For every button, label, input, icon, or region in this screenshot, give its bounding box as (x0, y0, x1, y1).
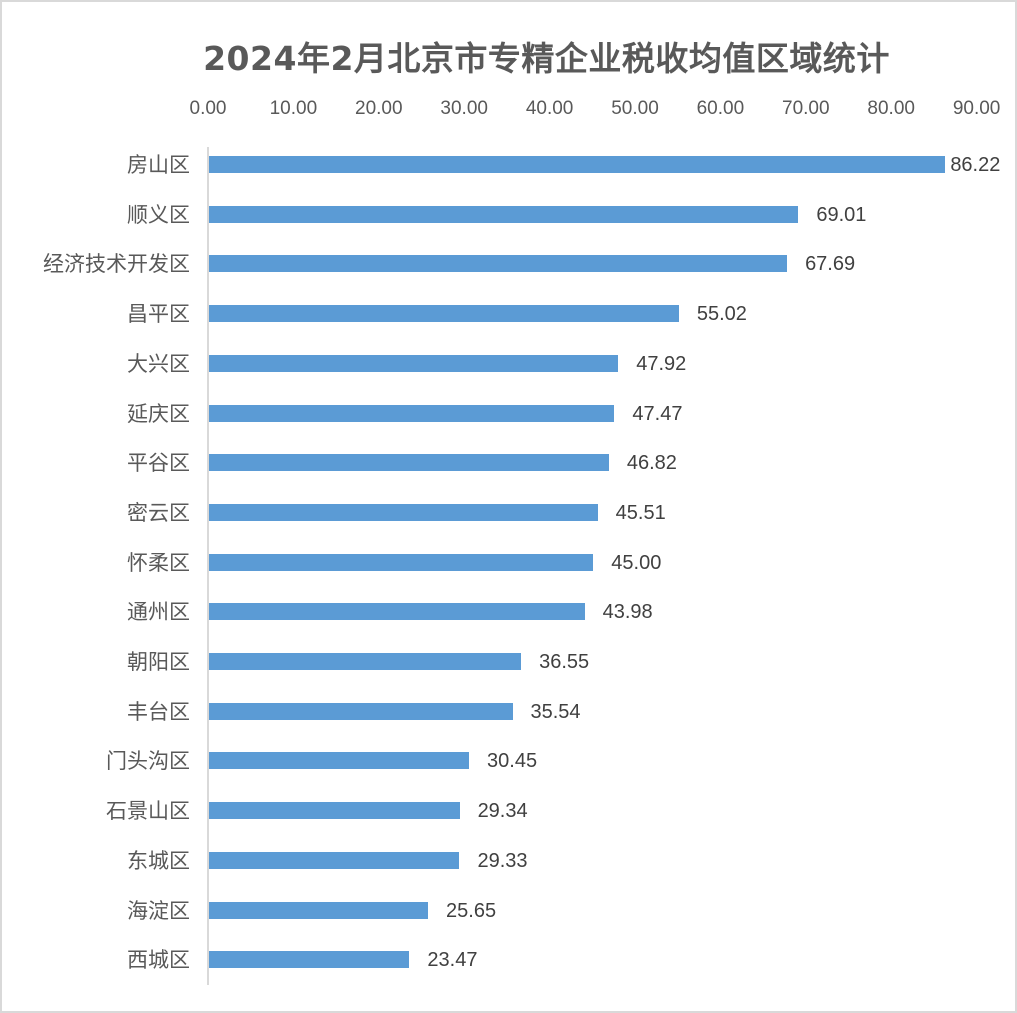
bar-row: 顺义区 69.01 (2, 200, 1017, 230)
category-label: 顺义区 (127, 202, 190, 227)
bar (209, 454, 609, 472)
bar (209, 851, 460, 869)
bar (209, 553, 594, 571)
value-label: 47.47 (632, 402, 683, 425)
value-label: 43.98 (602, 601, 653, 624)
bar (209, 752, 470, 770)
bar-row: 海淀区 25.65 (2, 896, 1017, 926)
value-label: 55.02 (696, 303, 747, 326)
bar-row: 西城区 23.47 (2, 945, 1017, 975)
bar-row: 怀柔区 45.00 (2, 548, 1017, 578)
x-tick-label: 30.00 (440, 98, 488, 119)
x-tick-label: 40.00 (525, 98, 574, 119)
x-tick-label: 70.00 (782, 98, 830, 119)
bar (209, 305, 679, 323)
bar-row: 昌平区 55.02 (2, 299, 1017, 329)
value-label: 47.92 (636, 352, 687, 375)
category-label: 经济技术开发区 (43, 252, 190, 277)
bar (209, 653, 522, 670)
category-label: 东城区 (127, 848, 190, 873)
value-label: 45.51 (615, 501, 666, 524)
value-label: 23.47 (427, 949, 478, 972)
category-label: 延庆区 (127, 401, 190, 426)
category-label: 平谷区 (127, 451, 190, 476)
bar (209, 603, 585, 621)
category-label: 石景山区 (106, 799, 190, 824)
x-tick-label: 0.00 (189, 98, 227, 119)
bar-row: 通州区 43.98 (2, 597, 1017, 627)
bar (209, 255, 788, 273)
bar-row: 房山区 86.22 (2, 150, 1017, 180)
category-label: 朝阳区 (127, 650, 190, 674)
bar-row: 石景山区 29.34 (2, 796, 1017, 826)
bar-row: 经济技术开发区 67.69 (2, 249, 1017, 279)
bar-row: 门头沟区 30.45 (2, 746, 1017, 776)
bar-row: 延庆区 47.47 (2, 399, 1017, 429)
bar-row: 大兴区 47.92 (2, 349, 1017, 379)
bar (209, 901, 429, 919)
x-tick-label: 60.00 (696, 98, 745, 119)
category-label: 密云区 (127, 500, 190, 525)
bar (209, 503, 598, 521)
bar (209, 802, 460, 820)
bar (209, 354, 619, 372)
category-label: 大兴区 (127, 351, 190, 376)
value-label: 29.33 (477, 849, 528, 872)
value-label: 46.82 (626, 452, 677, 475)
bar (209, 951, 410, 969)
bar-row: 朝阳区 36.55 (2, 647, 1017, 677)
bar-row: 东城区 29.33 (2, 846, 1017, 876)
value-label: 29.34 (477, 800, 528, 823)
x-tick-label: 80.00 (867, 98, 915, 119)
bar (209, 404, 615, 422)
category-label: 房山区 (127, 153, 190, 177)
y-axis-line (207, 147, 209, 985)
value-label: 69.01 (816, 203, 867, 226)
value-label: 45.00 (611, 551, 662, 574)
category-label: 怀柔区 (127, 550, 190, 575)
bar (209, 205, 799, 223)
value-label: 35.54 (530, 700, 581, 723)
value-label: 86.22 (950, 154, 1001, 176)
category-label: 丰台区 (127, 699, 190, 724)
bar-row: 丰台区 35.54 (2, 697, 1017, 727)
category-label: 海淀区 (127, 898, 190, 923)
category-label: 门头沟区 (106, 749, 190, 774)
chart-title: 2024年2月北京市专精企业税收均值区域统计 (203, 39, 890, 78)
value-label: 67.69 (805, 253, 856, 276)
category-label: 昌平区 (127, 302, 190, 327)
bar (209, 702, 513, 720)
category-label: 西城区 (127, 948, 190, 973)
category-label: 通州区 (127, 600, 190, 625)
x-tick-label: 20.00 (355, 98, 403, 119)
x-tick-label: 90.00 (952, 98, 1001, 119)
value-label: 36.55 (539, 651, 590, 673)
bar-row: 平谷区 46.82 (2, 448, 1017, 478)
bar (209, 156, 946, 173)
x-tick-label: 10.00 (269, 98, 318, 119)
x-tick-label: 50.00 (611, 98, 659, 119)
bar-row: 密云区 45.51 (2, 498, 1017, 528)
value-label: 30.45 (487, 750, 538, 773)
value-label: 25.65 (446, 899, 497, 922)
